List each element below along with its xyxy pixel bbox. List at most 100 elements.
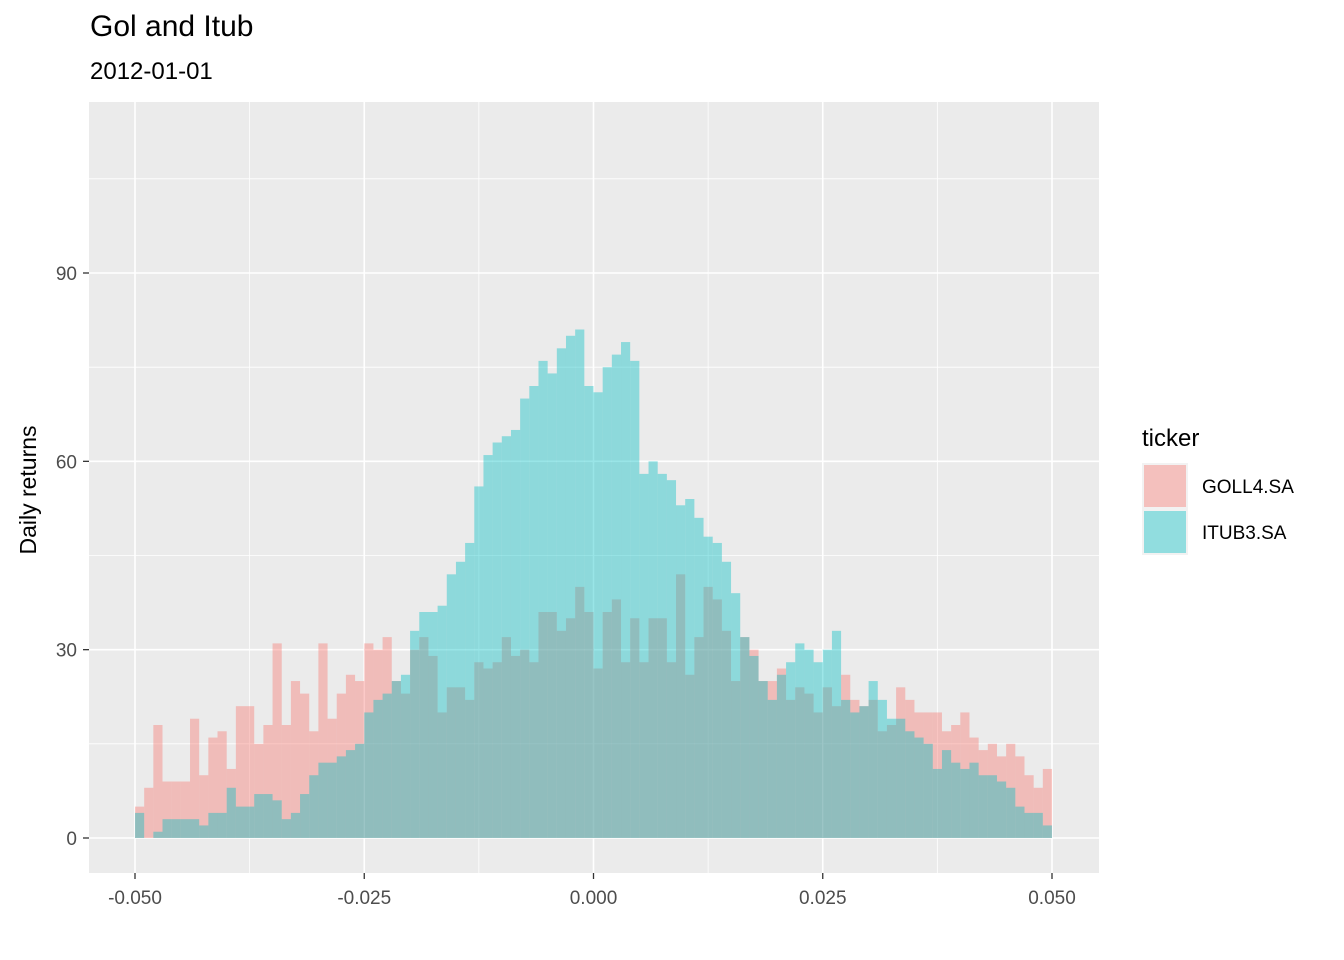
x-axis: -0.050 -0.025 0.000 0.025 0.050 [108,873,1076,909]
histogram-bar [749,649,759,838]
histogram-bar [144,787,154,838]
histogram-bar [474,486,484,838]
histogram-bar [868,699,878,838]
histogram-bar [767,699,777,838]
histogram-bar [373,649,383,838]
histogram-bar [593,392,603,838]
histogram-bar [281,819,291,838]
histogram-bar [685,674,695,838]
histogram-bar [611,599,622,838]
x-tick-label: 0.025 [799,888,847,909]
histogram-bar [749,655,759,838]
histogram-bar [300,794,310,838]
histogram-bar [630,360,640,838]
histogram-bar [309,731,319,838]
x-tick-label: -0.025 [337,888,391,909]
histogram-bar [510,429,521,838]
histogram-bar [969,762,979,838]
histogram-bar [272,643,282,838]
histogram-bar [547,612,557,838]
histogram-bar [584,612,594,838]
histogram-bar [987,743,997,838]
histogram-bar [318,762,328,838]
histogram-bar [639,473,649,838]
histogram-bar [694,637,704,838]
histogram-bar [621,662,631,838]
histogram-bar [593,668,603,838]
histogram-bar [575,329,585,838]
histogram-bar [428,655,438,838]
histogram-bar [923,743,933,838]
histogram-bar [391,681,401,838]
histogram-bar [419,637,429,838]
histogram-bar [437,605,447,838]
histogram-bar [932,768,942,838]
histogram-bar [235,706,246,838]
histogram-bar [584,386,594,838]
histogram-bar [217,812,227,838]
histogram-bar [804,693,814,838]
histogram-bar [281,725,291,838]
histogram-bar [355,681,365,838]
histogram-bar [483,668,493,838]
histogram-bar [822,687,832,838]
histogram-bar [960,768,970,838]
histogram-bar [565,335,576,838]
legend-key-swatch [1144,465,1186,507]
histogram-bar [208,737,218,838]
histogram-bar [1042,825,1052,838]
histogram-bar [905,699,915,838]
histogram-bar [877,731,887,838]
histogram-bar [465,699,475,838]
histogram-bar [877,699,887,838]
histogram-bar [510,655,521,838]
histogram-bar [996,781,1007,838]
histogram-bar [960,712,970,838]
histogram-bar [171,781,181,838]
histogram-bar [428,612,438,838]
histogram-bar [850,699,860,838]
histogram-bar [556,630,566,838]
histogram-bar [1024,775,1034,838]
histogram-bar [382,637,392,838]
histogram-bar [465,542,475,838]
histogram-bar [135,806,145,838]
histogram-bar [290,812,301,838]
legend-key-swatch [1144,511,1186,553]
y-axis: 0 30 60 90 [56,264,89,850]
histogram-bar [336,693,346,838]
histogram-bar [474,662,484,838]
histogram-bar [905,731,915,838]
histogram-bar [217,731,227,838]
histogram-bar [162,781,172,838]
histogram-bar [1015,756,1025,838]
histogram-bar [235,806,246,838]
histogram-bar [455,687,466,838]
histogram-bar [676,505,686,838]
histogram-bar [199,775,209,838]
histogram-bar [758,681,768,838]
histogram-bar [529,662,539,838]
histogram-bar [208,812,218,838]
histogram-bar [602,612,612,838]
histogram-bar [813,712,823,838]
histogram-bar [520,398,530,838]
histogram-bar [758,681,768,838]
histogram-bar [996,756,1007,838]
legend-title: ticker [1142,425,1199,452]
y-axis-title: Daily returns [15,425,41,554]
histogram-bar [364,712,374,838]
histogram-bar [501,436,511,838]
histogram-bar [529,386,539,838]
histogram-bar [1015,806,1025,838]
y-tick-label: 60 [56,452,77,473]
histogram-bar [896,687,906,838]
histogram-bar [740,637,750,838]
histogram-bar [565,618,576,838]
histogram-bar [190,819,200,838]
y-tick-label: 30 [56,641,77,662]
histogram-bar [162,819,172,838]
histogram-bar [621,342,631,838]
histogram-bar [611,354,622,838]
histogram-bar [492,442,502,838]
